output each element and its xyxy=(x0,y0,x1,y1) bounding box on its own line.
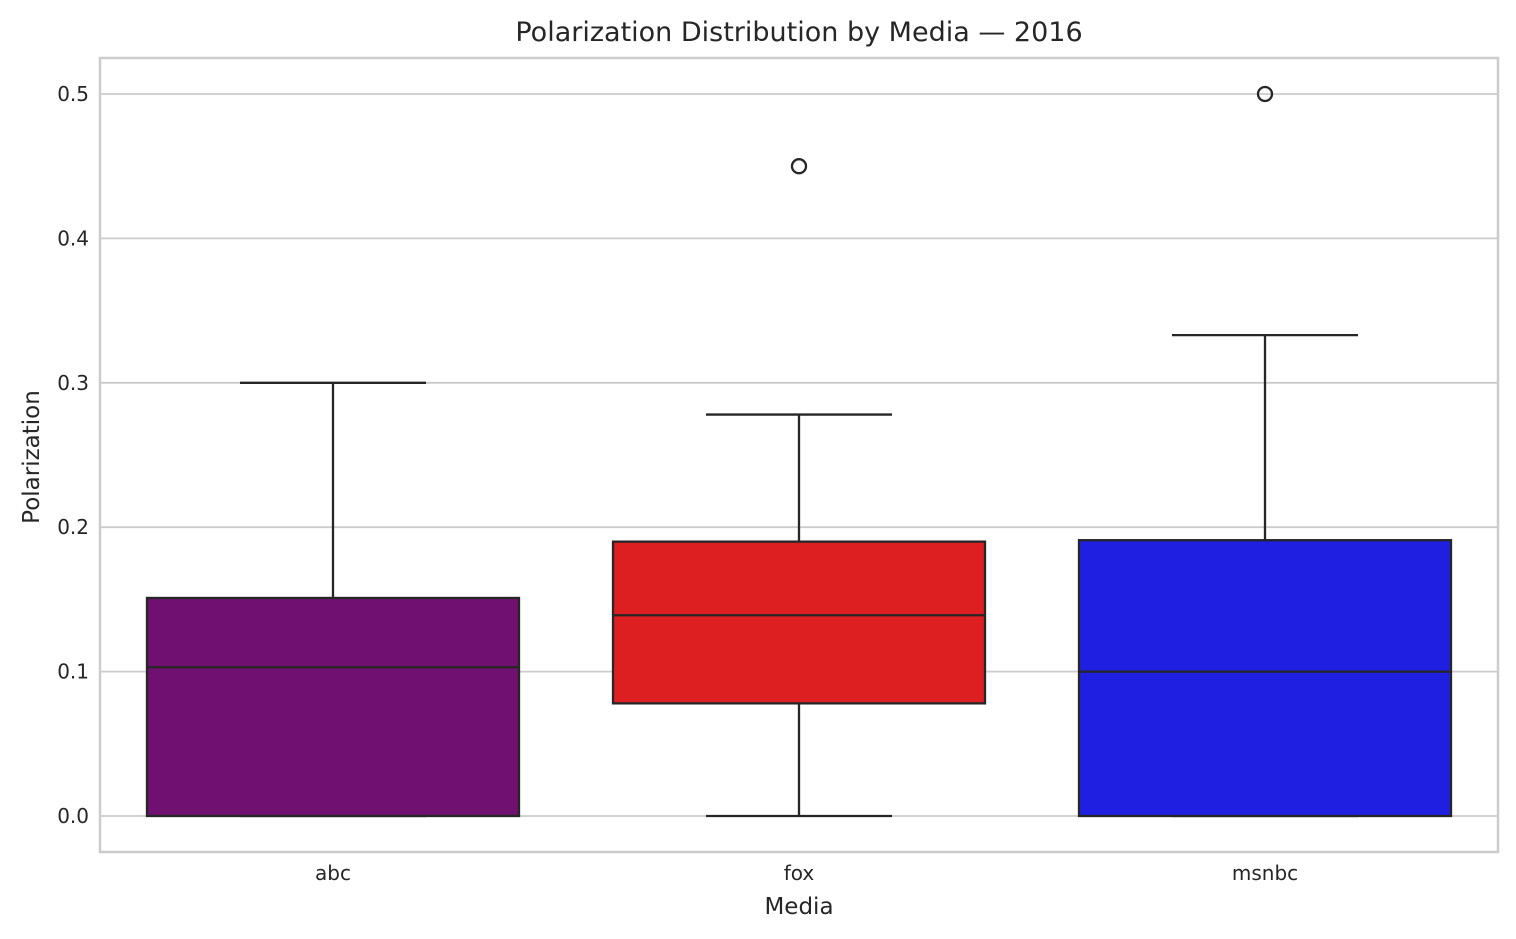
y-tick-label: 0.0 xyxy=(57,804,89,828)
x-tick-label: msnbc xyxy=(1232,861,1298,885)
x-tick-label: fox xyxy=(784,861,815,885)
chart-title: Polarization Distribution by Media — 201… xyxy=(515,17,1082,48)
box-group-msnbc xyxy=(1077,85,1453,818)
box-group-fox xyxy=(611,158,987,818)
box-group-abc xyxy=(145,381,521,818)
y-tick-label: 0.1 xyxy=(57,660,89,684)
y-tick-label: 0.2 xyxy=(57,515,89,539)
box-fox xyxy=(611,540,987,705)
box-abc xyxy=(145,596,521,818)
plot-frame xyxy=(98,56,1500,854)
y-tick-labels: 0.0 0.1 0.2 0.3 0.4 0.5 xyxy=(57,82,89,828)
y-tick-label: 0.5 xyxy=(57,82,89,106)
y-tick-label: 0.3 xyxy=(57,371,89,395)
x-tick-label: abc xyxy=(315,861,351,885)
boxes xyxy=(145,85,1453,818)
outlier-point xyxy=(790,158,808,175)
x-axis-label: Media xyxy=(764,894,833,920)
x-tick-labels: abc fox msnbc xyxy=(315,861,1298,885)
y-tick-label: 0.4 xyxy=(57,226,89,250)
outlier-point xyxy=(1256,85,1274,103)
y-axis-label: Polarization xyxy=(19,390,45,524)
box-msnbc xyxy=(1077,539,1453,818)
